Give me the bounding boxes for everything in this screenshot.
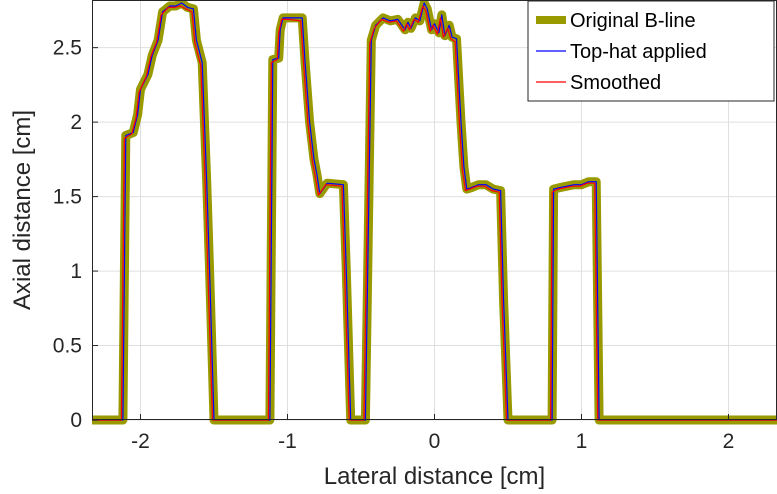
x-tick-label: -2 bbox=[131, 430, 150, 453]
legend-box bbox=[527, 0, 775, 102]
series-line-3 bbox=[92, 5, 777, 421]
x-tick-label: 2 bbox=[723, 430, 735, 453]
legend: Original B-line Top-hat applied Smoothed bbox=[527, 0, 775, 102]
y-tick-label: 1.5 bbox=[53, 186, 82, 209]
legend-label-3: Smoothed bbox=[570, 72, 661, 94]
y-tick-label: 0 bbox=[70, 409, 82, 432]
y-axis-label: Axial distance [cm] bbox=[9, 110, 36, 310]
legend-label-2: Top-hat applied bbox=[570, 41, 707, 63]
ticks: -2 -1 0 1 2 0 0.5 1 1.5 2 2.5 bbox=[53, 37, 735, 453]
x-tick-label: 1 bbox=[576, 430, 588, 453]
y-tick-label: 2 bbox=[70, 111, 82, 134]
y-tick-label: 2.5 bbox=[53, 37, 82, 60]
y-tick-label: 0.5 bbox=[53, 335, 82, 358]
series-layer bbox=[92, 0, 777, 425]
y-tick-label: 1 bbox=[70, 260, 82, 283]
x-tick-label: 0 bbox=[429, 430, 441, 453]
x-axis-label: Lateral distance [cm] bbox=[324, 463, 545, 490]
legend-label-1: Original B-line bbox=[570, 10, 696, 32]
x-tick-label: -1 bbox=[278, 430, 297, 453]
